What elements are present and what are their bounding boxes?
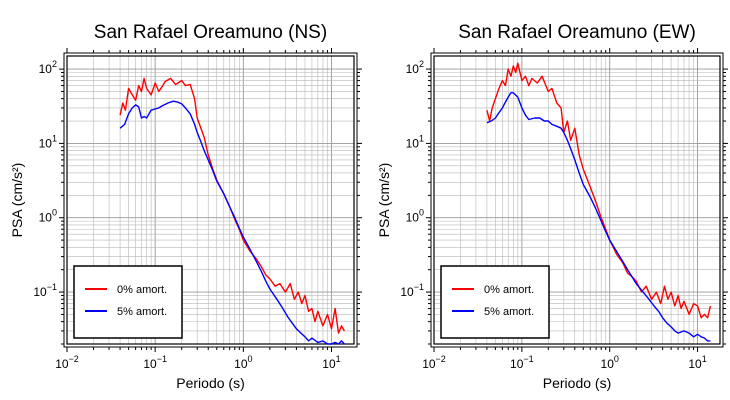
y-tick-label: 100 (406, 208, 424, 225)
y-axis-label: PSA (cm/s²) (376, 163, 392, 238)
plot-frame-outer (430, 52, 724, 348)
y-tick-label: 101 (39, 133, 57, 150)
legend: 0% amort. 5% amort. (440, 265, 550, 339)
y-tick-label: 10−1 (400, 282, 424, 299)
plot-frame-outer (63, 52, 358, 348)
x-tick-label: 101 (688, 354, 706, 371)
x-tick-label: 100 (601, 354, 619, 371)
legend-label: 5% amort. (117, 306, 167, 318)
series-line-damped (119, 100, 345, 345)
series-line-undamped (486, 62, 712, 319)
y-tick-label: 101 (406, 133, 424, 150)
x-tick-label: 101 (322, 354, 340, 371)
legend-box (73, 265, 183, 339)
y-tick-label: 10−1 (33, 282, 57, 299)
x-axis-label: Periodo (s) (176, 375, 244, 391)
chart-panel-1: 10−2 10−1 100 101 10−1 100 101 102 San Rafael Or… (9, 22, 362, 391)
x-tick-label: 100 (234, 354, 252, 371)
legend-label: 0% amort. (484, 284, 534, 296)
y-tick-label: 100 (39, 208, 57, 225)
y-tick-label: 102 (39, 59, 57, 76)
x-tick-label: 10−1 (143, 354, 167, 371)
series-line-damped (486, 92, 711, 342)
x-axis-label: Periodo (s) (543, 375, 611, 391)
chart-title: San Rafael Oreamuno (NS) (94, 22, 327, 43)
legend-label: 0% amort. (117, 284, 167, 296)
y-tick-label: 102 (406, 59, 424, 76)
chart-panel-2: 10−2 10−1 100 101 10−1 100 101 102 San Rafael Or… (376, 22, 728, 391)
legend: 0% amort. 5% amort. (73, 265, 183, 339)
y-axis-label: PSA (cm/s²) (9, 163, 25, 238)
x-tick-label: 10−2 (55, 354, 79, 371)
plot-frame (433, 55, 721, 345)
legend-box (440, 265, 550, 339)
plot-frame (66, 55, 355, 345)
legend-label: 5% amort. (484, 306, 534, 318)
chart-title: San Rafael Oreamuno (EW) (458, 22, 696, 43)
x-tick-label: 10−1 (510, 354, 534, 371)
x-tick-label: 10−2 (422, 354, 446, 371)
